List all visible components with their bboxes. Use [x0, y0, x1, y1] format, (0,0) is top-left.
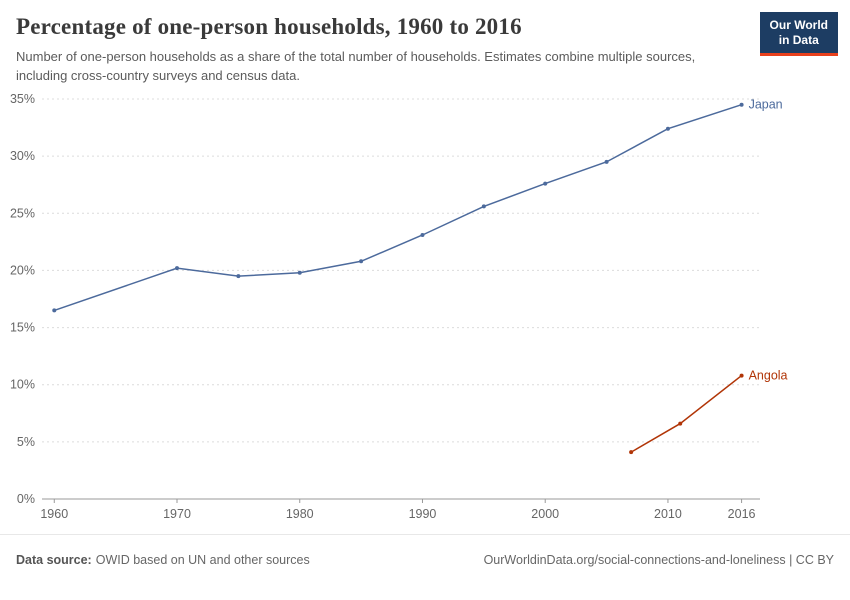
owid-logo[interactable]: Our World in Data	[759, 12, 838, 56]
data-point-japan	[236, 274, 241, 279]
x-tick-label: 2010	[654, 507, 682, 521]
license-label: CC BY	[795, 552, 834, 567]
data-source-text: OWID based on UN and other sources	[95, 552, 310, 567]
data-point-japan	[543, 181, 548, 186]
x-tick-label: 1980	[286, 507, 314, 521]
x-tick-label: 2016	[728, 507, 756, 521]
x-tick-label: 1960	[40, 507, 68, 521]
owid-logo-line2: in Data	[778, 33, 819, 47]
y-tick-label: 20%	[10, 263, 35, 277]
y-tick-label: 35%	[10, 92, 35, 106]
owid-logo-line1: Our World	[769, 18, 828, 32]
data-source: Data source: OWID based on UN and other s…	[16, 553, 310, 567]
chart-area: 0% 5% 10% 15% 20% 25% 30% 35% 1960 1970 1980 1990 20…	[0, 84, 850, 534]
y-tick-label: 25%	[10, 206, 35, 220]
series-line-japan	[54, 104, 742, 312]
attribution-separator: |	[785, 552, 796, 567]
series-label-angola: Angola	[749, 369, 788, 383]
data-point-japan	[481, 204, 486, 209]
chart-header: Percentage of one-person households, 196…	[0, 0, 850, 84]
data-point-angola	[739, 373, 744, 378]
x-tick-label: 1970	[163, 507, 191, 521]
series-line-angola	[630, 374, 743, 453]
line-chart: 0% 5% 10% 15% 20% 25% 30% 35% 1960 1970 1980 1990 20…	[10, 92, 788, 521]
chart-footer: Data source: OWID based on UN and other s…	[0, 534, 850, 584]
data-source-label: Data source:	[16, 552, 92, 567]
chart-subtitle: Number of one-person households as a sha…	[16, 49, 696, 83]
x-tick-label: 1990	[409, 507, 437, 521]
data-point-angola	[678, 421, 683, 426]
owid-url-link[interactable]: OurWorldinData.org/social-connections-an…	[483, 552, 786, 567]
y-tick-label: 0%	[17, 492, 35, 506]
series-label-japan: Japan	[749, 98, 783, 112]
data-point-japan	[604, 159, 609, 164]
data-point-japan	[665, 126, 670, 131]
data-point-japan	[52, 308, 57, 313]
y-tick-label: 5%	[17, 435, 35, 449]
data-point-japan	[297, 270, 302, 275]
data-point-japan	[175, 266, 180, 271]
page-title: Percentage of one-person households, 196…	[16, 14, 522, 39]
y-tick-label: 30%	[10, 149, 35, 163]
attribution: OurWorldinData.org/social-connections-an…	[484, 553, 834, 567]
data-point-angola	[629, 450, 634, 455]
data-point-japan	[739, 102, 744, 107]
data-point-japan	[420, 233, 425, 237]
x-tick-label: 2000	[531, 507, 559, 521]
y-tick-label: 10%	[10, 378, 35, 392]
data-point-japan	[359, 259, 364, 264]
y-tick-label: 15%	[10, 321, 35, 335]
